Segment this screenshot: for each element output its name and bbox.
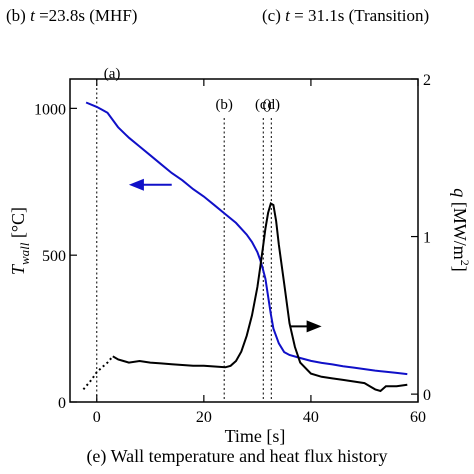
figure-caption: (e) Wall temperature and heat flux histo… bbox=[86, 446, 388, 466]
x-tick-label: 20 bbox=[196, 409, 212, 426]
y-left-tick-label: 0 bbox=[58, 395, 66, 412]
x-tick-label: 60 bbox=[410, 409, 426, 426]
y-right-tick-label: 1 bbox=[423, 230, 431, 247]
axis-pointer-arrowhead bbox=[306, 320, 322, 333]
x-tick-label: 0 bbox=[93, 409, 101, 426]
y-right-tick-label: 0 bbox=[423, 387, 431, 404]
event-marker-label: (d) bbox=[263, 97, 281, 113]
event-marker-label: (a) bbox=[104, 66, 121, 82]
x-tick-label: 40 bbox=[303, 409, 319, 426]
y-right-tick-label: 2 bbox=[423, 72, 431, 89]
axis-pointer-arrowhead bbox=[128, 178, 144, 191]
plot-frame bbox=[69, 78, 419, 403]
y-left-tick-label: 1000 bbox=[34, 101, 66, 118]
panel-b-header: (b) t =23.8s (MHF) bbox=[6, 6, 138, 25]
y-left-tick-label: 500 bbox=[42, 248, 66, 265]
panel-c-header: (c) t = 31.1s (Transition) bbox=[262, 6, 430, 25]
wall-temperature-series bbox=[85, 101, 408, 376]
event-marker-label: (c) bbox=[255, 97, 272, 113]
y-axis-left-title: Twall [°C] bbox=[8, 207, 32, 275]
heat-flux-dotted-series bbox=[82, 355, 114, 391]
event-marker-label: (b) bbox=[215, 97, 233, 113]
heat-flux-series bbox=[112, 201, 408, 393]
x-axis-title: Time [s] bbox=[225, 426, 286, 446]
y-axis-right-title: q [MW/m2] bbox=[450, 188, 472, 272]
